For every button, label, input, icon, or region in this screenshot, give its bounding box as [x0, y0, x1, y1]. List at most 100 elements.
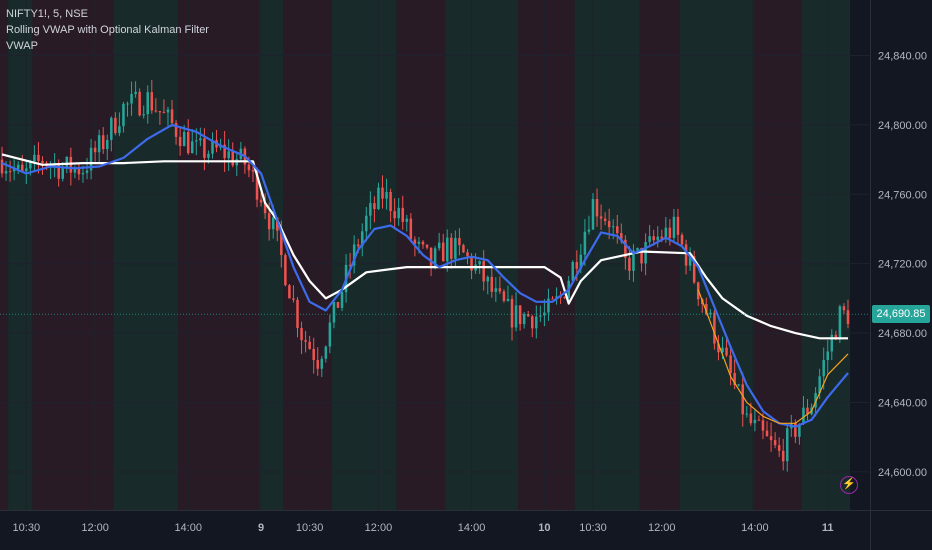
candle: [300, 328, 303, 341]
price-chart[interactable]: [0, 0, 870, 510]
trend-zone: [283, 0, 332, 510]
candle: [510, 298, 514, 328]
candle: [312, 348, 315, 361]
candle: [648, 236, 651, 243]
candle: [462, 245, 465, 253]
time-tick-label: 10: [538, 522, 550, 534]
candle: [324, 346, 328, 359]
candle: [441, 242, 445, 262]
candle: [365, 215, 368, 232]
lightning-icon[interactable]: ⚡: [840, 476, 858, 494]
candle: [186, 131, 190, 154]
candle: [486, 276, 489, 282]
candle: [126, 103, 129, 105]
candle: [251, 170, 255, 172]
candle: [122, 103, 125, 127]
candle: [822, 360, 825, 377]
candle: [705, 303, 708, 315]
time-tick-label: 11: [822, 522, 834, 534]
candle: [684, 244, 688, 266]
candle: [37, 154, 40, 161]
time-axis[interactable]: 10:30 12:00 14:00 9 10:30 12:00 14:00 10 10:30 12…: [0, 511, 870, 550]
candle: [267, 213, 271, 230]
candle: [29, 161, 32, 169]
candle: [802, 407, 805, 424]
candle: [409, 218, 413, 240]
candle: [514, 305, 518, 328]
candle: [624, 239, 627, 258]
trend-zone: [396, 0, 446, 510]
candle: [478, 261, 481, 265]
candle: [130, 93, 133, 104]
candle: [777, 445, 781, 451]
candle: [154, 110, 158, 112]
candle: [93, 147, 97, 153]
candle: [97, 135, 101, 153]
price-axis[interactable]: 24,840.00 24,800.00 24,760.00 24,720.00 24,6…: [870, 0, 932, 510]
candle: [692, 256, 696, 283]
vwap-label[interactable]: VWAP: [6, 40, 38, 52]
time-tick-label: 14:00: [458, 522, 486, 534]
candle: [191, 141, 194, 154]
candle: [21, 164, 24, 172]
candle: [134, 91, 137, 94]
candle: [118, 126, 121, 134]
candle: [89, 147, 93, 171]
candle: [429, 247, 433, 267]
candle: [203, 138, 206, 158]
candle: [85, 170, 89, 173]
series-line-kalman: [1, 123, 849, 428]
candle: [583, 231, 587, 255]
price-tick-label: 24,840.00: [878, 51, 927, 63]
candle: [57, 163, 60, 179]
candle: [587, 229, 591, 232]
candle: [773, 440, 777, 446]
time-tick-label: 10:30: [296, 522, 324, 534]
chart-plot-area[interactable]: NIFTY1!, 5, NSE Rolling VWAP with Option…: [0, 0, 870, 510]
time-axis-divider: [0, 510, 932, 511]
time-tick-label: 12:00: [648, 522, 676, 534]
candle: [41, 160, 44, 164]
candle: [255, 171, 259, 200]
candle: [842, 306, 846, 311]
candle: [284, 255, 287, 286]
trend-zone: [331, 0, 397, 510]
candle: [170, 109, 174, 124]
trend-zone: [178, 0, 260, 510]
candle: [101, 135, 105, 150]
candle: [8, 171, 12, 173]
candle: [575, 261, 579, 269]
candle: [308, 341, 311, 349]
candle: [818, 376, 821, 394]
candle: [328, 322, 332, 347]
trend-zone: [752, 0, 802, 510]
candle: [616, 226, 619, 234]
time-tick-label: 10:30: [13, 522, 41, 534]
candle: [61, 168, 64, 179]
candle: [632, 250, 635, 271]
candle: [498, 288, 502, 292]
candle: [178, 136, 182, 146]
candle: [4, 171, 8, 174]
candle: [211, 140, 214, 154]
candle: [69, 156, 73, 173]
candle: [207, 153, 210, 158]
candle: [320, 358, 324, 369]
candle: [652, 236, 655, 241]
trend-zone: [0, 0, 9, 510]
symbol-label[interactable]: NIFTY1!, 5, NSE: [6, 8, 88, 20]
candle: [146, 92, 149, 115]
candle: [846, 310, 850, 324]
candle: [607, 221, 611, 228]
candle: [373, 203, 376, 210]
trend-zone: [8, 0, 33, 510]
candle: [599, 216, 603, 219]
candle: [688, 256, 692, 266]
trend-zone: [801, 0, 850, 510]
candle: [656, 236, 659, 241]
candle: [749, 413, 753, 424]
indicator-label[interactable]: Rolling VWAP with Optional Kalman Filter: [6, 24, 209, 36]
candle: [401, 207, 404, 222]
trend-zone: [32, 0, 114, 510]
candle: [110, 117, 113, 141]
